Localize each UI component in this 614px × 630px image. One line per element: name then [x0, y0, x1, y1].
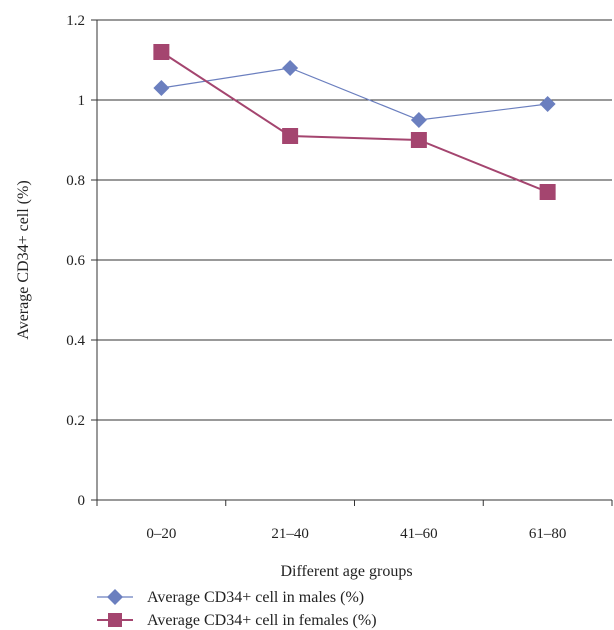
data-point-square: [153, 44, 170, 60]
y-tick-label: 0.6: [66, 253, 85, 269]
x-tick-label: 41–60: [400, 526, 438, 542]
data-point-square: [410, 132, 427, 148]
x-tick-label: 21–40: [271, 526, 309, 542]
series-line: [161, 67, 548, 121]
legend-marker-square: [108, 613, 122, 627]
data-point-diamond: [539, 96, 556, 112]
y-tick-label: 1: [78, 93, 86, 109]
gridlines: [97, 19, 612, 421]
data-point-diamond: [153, 80, 170, 96]
y-tick-label: 0: [78, 493, 86, 509]
x-tick-label: 0–20: [146, 526, 176, 542]
y-tick-label: 0.4: [66, 333, 85, 349]
series-males: [153, 60, 556, 128]
x-tick-labels: 0–20 21–40 41–60 61–80: [96, 500, 613, 542]
legend-label-females: Average CD34+ cell in females (%): [147, 612, 377, 629]
data-point-square: [539, 184, 556, 200]
y-tick-labels: 0 0.2 0.4 0.6 0.8 1 1.2: [66, 13, 97, 509]
series-line: [160, 51, 548, 193]
legend-label-males: Average CD34+ cell in males (%): [147, 589, 364, 606]
x-tick-label: 61–80: [529, 526, 567, 542]
data-point-diamond: [282, 60, 299, 76]
y-tick-label: 0.8: [66, 173, 85, 189]
y-tick-label: 1.2: [66, 13, 85, 29]
y-tick-label: 0.2: [66, 413, 85, 429]
series-females: [153, 44, 556, 200]
data-point-diamond: [410, 112, 427, 128]
series-group: [153, 44, 556, 200]
legend-marker-diamond: [107, 589, 123, 605]
legend: Average CD34+ cell in males (%) Average …: [97, 589, 377, 629]
legend-item-males: Average CD34+ cell in males (%): [97, 589, 364, 606]
legend-item-females: Average CD34+ cell in females (%): [97, 612, 377, 629]
data-point-square: [282, 128, 299, 144]
x-axis-title: Different age groups: [280, 563, 412, 580]
y-axis-title: Average CD34+ cell (%): [15, 180, 32, 339]
